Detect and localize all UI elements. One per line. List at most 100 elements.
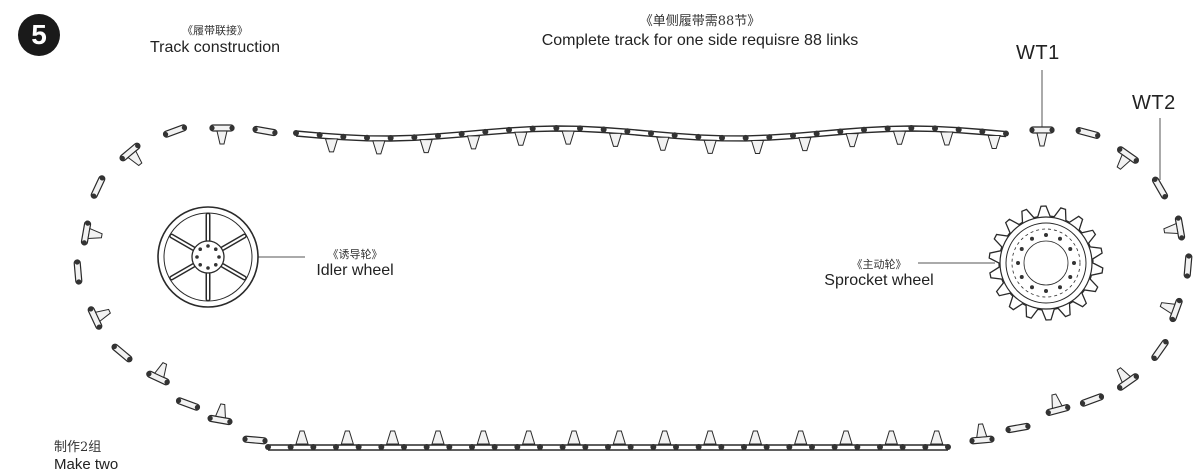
track-link-pin (262, 438, 268, 444)
idler-bolt (206, 244, 210, 248)
track-link (209, 124, 235, 145)
bottom-run-pin (582, 444, 589, 450)
top-run-guide-tooth (940, 131, 954, 146)
track-link-pin (242, 436, 248, 442)
bottom-run-pin (423, 444, 430, 450)
track-link-pin (1169, 316, 1176, 322)
sprocket-rim (999, 216, 1093, 310)
sprocket-bolt (1019, 275, 1024, 279)
idler-wheel-en: Idler wheel (316, 262, 394, 279)
sprocket-wheel-label: 《主动轮》 Sprocket wheel (804, 256, 954, 290)
track-link-pin (1152, 176, 1158, 182)
top-run-pin (813, 130, 820, 137)
track-link (87, 306, 111, 330)
bottom-run-guide-tooth (884, 430, 899, 445)
track-link-pin (127, 356, 133, 363)
bottom-run-guide-tooth (431, 430, 445, 445)
top-run-band-lower (295, 130, 1007, 142)
track-link-pin (969, 438, 975, 444)
top-run-pin (624, 128, 631, 135)
top-run-pin (553, 125, 560, 132)
track-link (90, 175, 106, 199)
track-link-pin (194, 404, 200, 411)
loose-track-links (73, 124, 1193, 445)
track-link-pin (227, 419, 233, 425)
bottom-run-pin (469, 444, 475, 450)
bottom-run-pin (537, 444, 543, 450)
top-run-guide-tooth (798, 137, 812, 152)
top-run-guide-tooth (987, 135, 1001, 150)
track-link (969, 423, 995, 445)
sprocket-bolt (1044, 289, 1048, 293)
top-run-pin (506, 126, 512, 133)
bottom-run-guide-tooth (929, 430, 944, 445)
track-link-pin (1045, 409, 1051, 416)
top-run-pin (790, 132, 796, 139)
top-run-pin (979, 128, 986, 135)
bottom-run-guide-tooth (612, 430, 627, 445)
track-link-guide-tooth (216, 130, 228, 145)
bottom-run-guide-tooth (793, 430, 808, 445)
top-run-guide-tooth (466, 135, 481, 150)
track-link-pin (135, 142, 141, 149)
bottom-run-pin (401, 444, 407, 450)
track-link-guide-tooth (1116, 153, 1132, 170)
bottom-run-guide-tooth (340, 430, 355, 445)
make-two-en: Make two (54, 456, 119, 473)
part-label-wt1: WT1 (1016, 42, 1060, 64)
top-run-guide-tooth (703, 139, 717, 154)
track-link (73, 259, 83, 285)
bottom-run-pin (514, 444, 521, 450)
idler-bolt (198, 247, 203, 252)
idler-bolt (198, 262, 203, 267)
part-label-wt2: WT2 (1132, 92, 1176, 114)
idler-wheel-drawing (157, 206, 259, 308)
track-link (1075, 127, 1101, 139)
track-link-pin (176, 397, 182, 404)
track-link-pin (229, 125, 235, 131)
track-link-pin (207, 415, 213, 421)
top-run-pin (293, 130, 299, 136)
track-link-pin (81, 240, 87, 246)
complete-track-cn: 《单侧履带需88节》 (639, 14, 761, 29)
bottom-run-pin (877, 444, 883, 450)
top-run-guide-tooth (514, 131, 528, 146)
track-link (1183, 253, 1193, 279)
track-link (146, 362, 170, 386)
track-link-guide-tooth (976, 423, 988, 439)
make-two-cn: 制作2组 (54, 440, 102, 455)
track-link-pin (1029, 127, 1035, 133)
track-link-pin (1065, 404, 1071, 411)
track-link-pin (163, 131, 169, 138)
track-link-pin (1151, 355, 1157, 361)
track-link-guide-tooth (214, 403, 226, 419)
top-run-pin (955, 126, 962, 133)
bottom-run-guide-tooth (567, 430, 581, 445)
track-link (1116, 367, 1139, 391)
track-link (1159, 297, 1183, 323)
bottom-run-pin (673, 444, 679, 450)
track-link-pin (1005, 427, 1011, 433)
bottom-run-guide-tooth (476, 430, 491, 445)
track-link (1029, 126, 1055, 147)
bottom-run-pin (355, 444, 362, 450)
track-link-pin (1162, 194, 1168, 200)
track-link-pin (164, 379, 170, 385)
bottom-run-guide-tooth (521, 430, 536, 445)
bottom-run-guide-tooth (703, 430, 717, 445)
track-link-pin (1176, 298, 1183, 304)
top-run-guide-tooth (324, 138, 339, 153)
track-link-pin (1175, 215, 1181, 221)
track-link (119, 142, 143, 167)
track-link-guide-tooth (1036, 132, 1048, 147)
bottom-run-pin (491, 444, 498, 450)
bottom-run-pin (333, 444, 339, 450)
make-two-note: 制作2组 Make two (54, 436, 118, 473)
sprocket-bolt (1019, 247, 1024, 251)
track-link-pin (1117, 146, 1123, 152)
sprocket-bolt (1044, 233, 1048, 237)
top-run-pin (932, 125, 938, 132)
track-link-pin (1095, 132, 1101, 139)
track-link-pin (96, 324, 102, 330)
track-link-pin (1184, 273, 1190, 279)
